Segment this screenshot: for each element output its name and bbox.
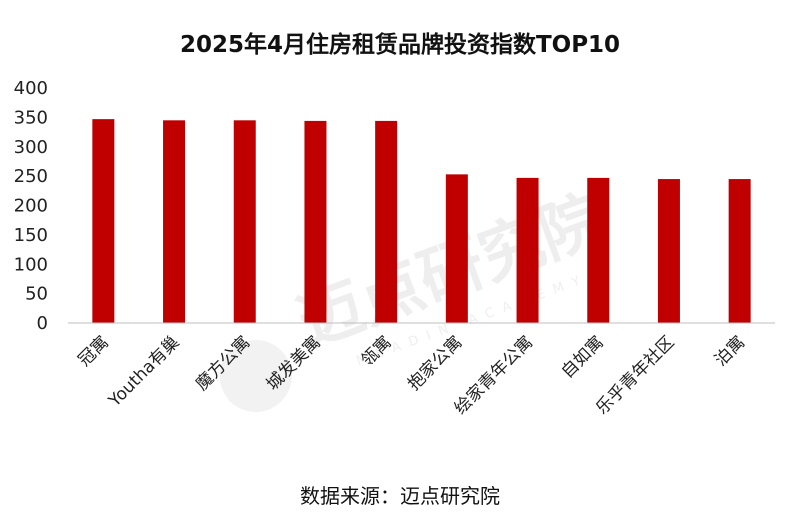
chart-title: 2025年4月住房租赁品牌投资指数TOP10 xyxy=(180,31,620,58)
y-tick-label: 350 xyxy=(14,107,48,128)
y-tick-label: 150 xyxy=(14,225,48,246)
x-tick-label: 泊寓 xyxy=(711,332,749,370)
watermark-logo-icon xyxy=(219,339,292,412)
x-tick-label: Youtha有巢 xyxy=(104,332,183,411)
bar xyxy=(304,120,327,324)
y-tick-label: 300 xyxy=(14,137,48,158)
bar xyxy=(445,174,468,323)
bar xyxy=(728,179,751,323)
bar xyxy=(657,179,680,323)
y-axis: 0 50 100 150 200 250 300 350 400 xyxy=(14,78,48,334)
y-tick-label: 200 xyxy=(14,196,48,217)
x-tick-label: 自如寓 xyxy=(558,332,608,382)
y-tick-label: 0 xyxy=(37,313,48,334)
bars xyxy=(92,119,751,324)
x-tick-label: 冠寓 xyxy=(75,332,113,370)
bar xyxy=(92,119,115,323)
bar xyxy=(163,120,186,323)
source-note: 数据来源：迈点研究院 xyxy=(300,484,500,508)
y-tick-label: 250 xyxy=(14,166,48,187)
y-tick-label: 100 xyxy=(14,254,48,275)
bar xyxy=(516,177,539,323)
bar xyxy=(375,120,398,324)
bar xyxy=(233,120,256,323)
bar xyxy=(587,177,610,323)
y-tick-label: 50 xyxy=(25,284,48,305)
y-tick-label: 400 xyxy=(14,78,48,99)
